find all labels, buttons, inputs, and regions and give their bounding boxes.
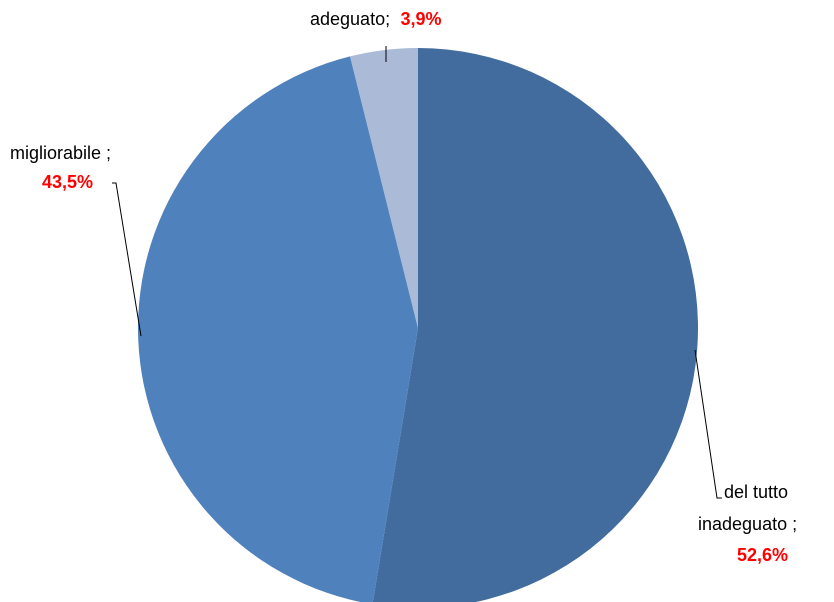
slice-category-label-line1-del-tutto-inadeguato: del tutto bbox=[724, 482, 788, 502]
pie-slice-adeguato bbox=[350, 48, 418, 328]
slice-value-label-del-tutto-inadeguato: 52,6% bbox=[737, 545, 788, 565]
leader-lines bbox=[112, 46, 722, 499]
slice-label-adeguato: adeguato; 3,9% bbox=[310, 9, 442, 29]
slice-category-label-migliorabile: migliorabile ; bbox=[10, 143, 111, 163]
leader-line-migliorabile bbox=[112, 182, 142, 337]
pie-slices bbox=[138, 48, 699, 602]
pie-slice-del-tutto-inadeguato bbox=[372, 48, 699, 602]
slice-value-label-migliorabile: 43,5% bbox=[42, 172, 93, 192]
leader-line-del-tutto-inadeguato bbox=[694, 349, 722, 499]
slice-category-label: adeguato; bbox=[310, 9, 390, 29]
slice-category-label-line2-del-tutto-inadeguato: inadeguato ; bbox=[698, 514, 797, 534]
slice-value-label: 3,9% bbox=[401, 9, 442, 29]
pie-slice-migliorabile bbox=[138, 56, 418, 602]
